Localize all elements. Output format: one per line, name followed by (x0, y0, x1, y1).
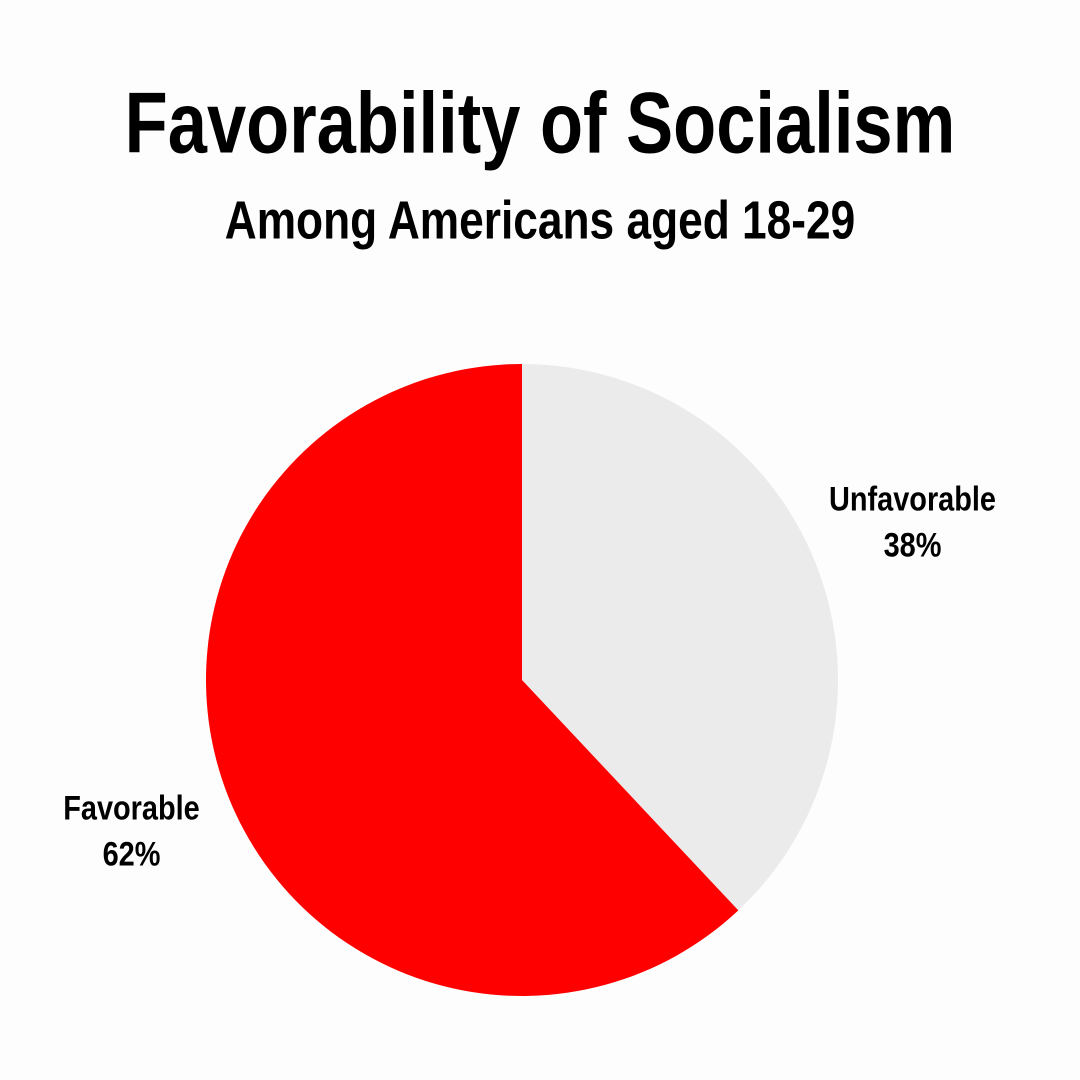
slice-value-label: 62% (103, 834, 161, 873)
pie-slice (206, 364, 739, 996)
chart-subtitle: Among Americans aged 18-29 (225, 190, 856, 250)
pie-slice (522, 364, 838, 911)
slice-label: Favorable (63, 788, 200, 827)
slice-label: Unfavorable (829, 479, 996, 518)
slice-value-label: 38% (884, 525, 942, 564)
chart-title: Favorability of Socialism (125, 75, 956, 171)
